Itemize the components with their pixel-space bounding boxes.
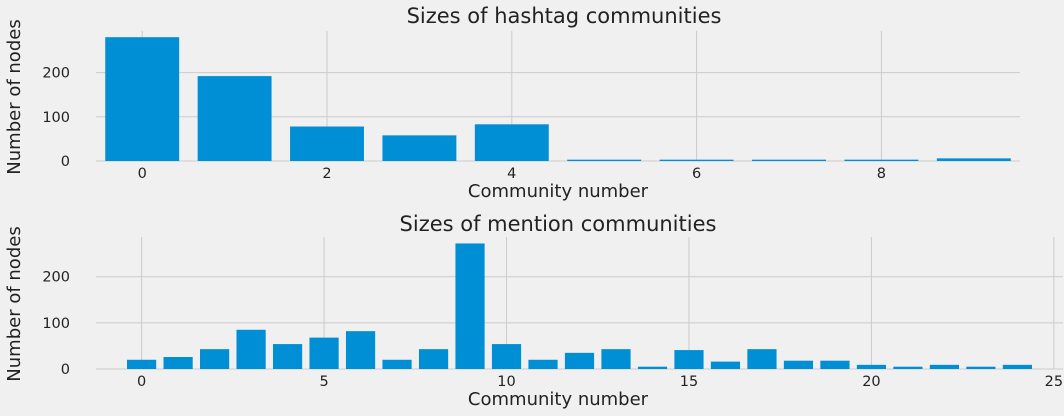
bar	[236, 329, 266, 369]
bar	[747, 349, 777, 369]
bar	[455, 243, 485, 369]
bar	[752, 159, 826, 161]
bar	[199, 349, 230, 369]
y-tick-label: 100	[42, 110, 70, 126]
bar	[382, 135, 457, 161]
bar	[856, 364, 887, 369]
bars	[105, 37, 1011, 161]
chart-title: Sizes of hashtag communities	[407, 4, 722, 28]
bar	[382, 359, 412, 369]
y-tick-label: 200	[42, 66, 70, 82]
bar	[929, 364, 960, 369]
x-tick-label: 2	[322, 166, 331, 182]
bar	[936, 158, 1011, 161]
x-tick-label: 25	[1045, 374, 1063, 390]
bar	[893, 366, 923, 369]
bar	[966, 366, 996, 369]
bar	[272, 344, 303, 369]
bar	[528, 359, 558, 369]
x-tick-label: 20	[862, 374, 880, 390]
y-tick-label: 0	[61, 362, 70, 378]
bar	[567, 159, 642, 161]
y-axis-label: Number of nodes	[4, 226, 25, 381]
bar	[474, 124, 549, 161]
hashtag-chart: Sizes of hashtag communities Number of n…	[4, 4, 1020, 202]
bars	[127, 243, 1032, 369]
y-tick-label: 0	[61, 154, 70, 170]
bar	[564, 352, 595, 369]
bar	[601, 349, 631, 369]
bar	[659, 159, 734, 161]
y-tick-label: 100	[42, 316, 70, 332]
bar	[197, 76, 272, 161]
x-tick-label: 0	[138, 166, 147, 182]
x-axis-label: Community number	[468, 181, 649, 202]
x-axis-label: Community number	[468, 389, 649, 410]
x-tick-label: 0	[137, 374, 146, 390]
bar	[127, 359, 157, 369]
mention-chart: Sizes of mention communities Number of n…	[4, 212, 1063, 410]
bar	[163, 357, 193, 369]
bar	[290, 126, 364, 161]
bar	[820, 360, 850, 369]
chart-title: Sizes of mention communities	[400, 212, 717, 236]
bar	[105, 37, 180, 161]
bar	[710, 361, 741, 369]
bar	[418, 349, 449, 369]
x-tick-label: 6	[692, 166, 701, 182]
bar	[674, 350, 704, 369]
bar	[345, 331, 376, 369]
bar	[637, 366, 668, 369]
x-tick-label: 5	[319, 374, 328, 390]
x-tick-label: 10	[497, 374, 515, 390]
bar	[783, 360, 814, 369]
y-axis-label: Number of nodes	[4, 19, 25, 174]
bar	[1002, 364, 1032, 369]
x-tick-label: 8	[877, 166, 886, 182]
y-tick-label: 200	[42, 270, 70, 286]
bar	[309, 337, 339, 369]
x-tick-label: 15	[680, 374, 698, 390]
bar	[844, 159, 919, 161]
x-tick-label: 4	[507, 166, 516, 182]
bar	[491, 344, 522, 369]
